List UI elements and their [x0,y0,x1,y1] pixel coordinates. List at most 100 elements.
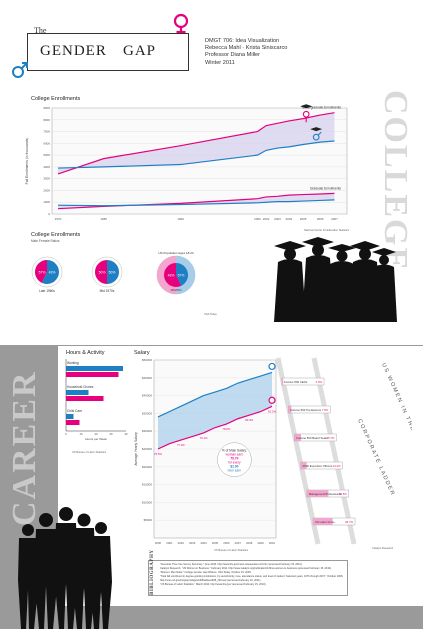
pie-slice-women [34,260,47,283]
y-tick-label: $20000 [142,465,152,469]
salary-note-line: for every [228,461,241,465]
credit-line: Professor Diana Miller [205,52,261,59]
ratios-subtitle: Male-Female Ratios [31,239,60,243]
x-tick-label: 1970 [55,217,62,221]
y-tick-label: 9000 [43,106,50,110]
bibliography-entry: "Americas Time Use Survey Summary." June… [160,563,303,566]
pie-value-women: 50% [109,271,116,275]
x-tick-label: 2000 [254,217,261,221]
rung-fill [306,490,329,497]
percent-annotation: 78.8% [222,427,230,431]
bibliography-box [148,560,348,596]
salary-chart: $50000 $45000 $40000 $35000 $30000 $25000 $200… [134,358,276,545]
pie-slice-men [107,260,119,284]
female-symbol-icon [268,396,276,404]
rung-value: 51.5% [339,492,347,496]
y-tick-label: 0 [48,212,50,216]
ladder-subtitle: CORPORATE LADDER [356,418,396,497]
x-tick-label: 2002 [263,217,270,221]
percent-annotation: 77.0% [177,443,185,447]
rung-fill [288,406,292,413]
pie-value-men: 57% [39,271,46,275]
pie-slice-women [95,260,107,284]
enrollments-chart: 9000 8000 7000 6000 5000 4000 3000 2000 1000 0 197… [25,104,348,221]
bibliography-entry: "Women: Men Ratio." College Gender Gap W… [160,571,252,574]
x-tick-label: 2004 [200,541,207,545]
rung-label: US Labor Force [315,520,335,524]
y-tick-label: 3000 [43,177,50,181]
credit-line: Rebecca Mahl · Krista Siniscarco [205,45,288,52]
rung-label: Fortune 500 CEOs [284,380,308,384]
bibliography-list: "Americas Time Use Survey Summary." June… [160,563,346,587]
x-tick-label: 0 [65,432,67,436]
series-line-men [57,199,335,207]
title-box [27,33,189,71]
bibliography-title: BIBLIOGRAPHY [150,549,155,595]
rung-box [294,433,337,442]
female-symbol-icon [302,110,310,118]
rung-value: 14.4% [333,464,341,468]
x-tick-label: 2005 [212,541,219,545]
x-tick-label: 2003 [189,541,196,545]
x-tick-label: 2007 [235,541,242,545]
y-tick-label: $50000 [142,358,152,362]
y-axis-label: Fall Enrollments (in thousands) [25,138,29,185]
male-symbol-icon [268,362,276,371]
enrollments-title: College Enrollments [31,96,81,102]
series-line-women [157,405,273,450]
y-tick-label: 4000 [43,165,50,169]
x-tick-label: 40 [124,432,128,436]
rung-value: 3.0% [316,380,323,384]
x-tick-label: 2006 [317,217,324,221]
percent-annotation: 79.1% [200,436,208,440]
x-tick-label: 30 [109,432,113,436]
title-gender: GENDER [40,43,107,59]
y-tick-label: $10000 [142,500,152,504]
title-gap: GAP [123,43,157,59]
rung-fill [313,518,333,525]
pie-value-women: 57% [178,274,185,278]
series-line-men [157,371,273,418]
hours-title: Hours & Activity [66,350,105,356]
x-tick-label: 20 [94,432,98,436]
pie-inner-label: 49%/51% [170,288,182,292]
credit-line: DMGT 706: Idea Visualization [205,38,280,44]
y-tick-label: $25000 [142,447,152,451]
y-tick-label: 5000 [43,153,50,157]
rung-fill [300,462,307,469]
rung-label: Management/Professional [309,492,342,496]
ladder-source: Catalyst Research [372,547,394,550]
pie-slice-men [41,260,59,284]
grad-cap-icon [310,127,323,132]
rung-value: 7.6% [322,408,329,412]
credits: DMGT 706: Idea Visualization Rebecca Mah… [205,38,287,67]
x-tick-label: 2010 [269,541,276,545]
pie-slice-women [164,263,182,287]
x-tick-label: 1980 [100,217,107,221]
rung-fill [294,434,301,441]
ladder-rung: Fortune 500 CEOs 3.0% [281,377,325,386]
percent-annotation: 81.2% [268,409,276,413]
y-tick-label: $45000 [142,376,152,380]
corporate-ladder: Fortune 500 CEOs 3.0% Fortune 500 Top Earn… [275,357,412,545]
enrollments-source: National Center for Education Statistics [304,229,350,232]
rung-value: 15.7% [326,436,334,440]
x-tick-label: 1990 [177,217,184,221]
x-tick-label: 2006 [223,541,230,545]
y-tick-label: $15000 [142,483,152,487]
activity-label: Child Care [67,409,82,413]
x-tick-label: 2007 [331,217,338,221]
bar-women [66,396,104,401]
activity-label: Household Chores [67,385,94,389]
rung-fill [282,378,284,385]
activity-label: Working [67,361,79,365]
male-symbol-icon [12,62,28,78]
hours-chart: Working Household Chores Child Care 0 10 20 30… [65,359,128,441]
percent-annotation: 80.3% [245,418,253,422]
series-line-women [57,112,335,175]
undergrad-label: Undergraduate Enrollments [302,106,341,110]
series-line-men [57,140,335,169]
bibliography-entry: "Total fall enrollment in degree-grantin… [160,575,344,582]
